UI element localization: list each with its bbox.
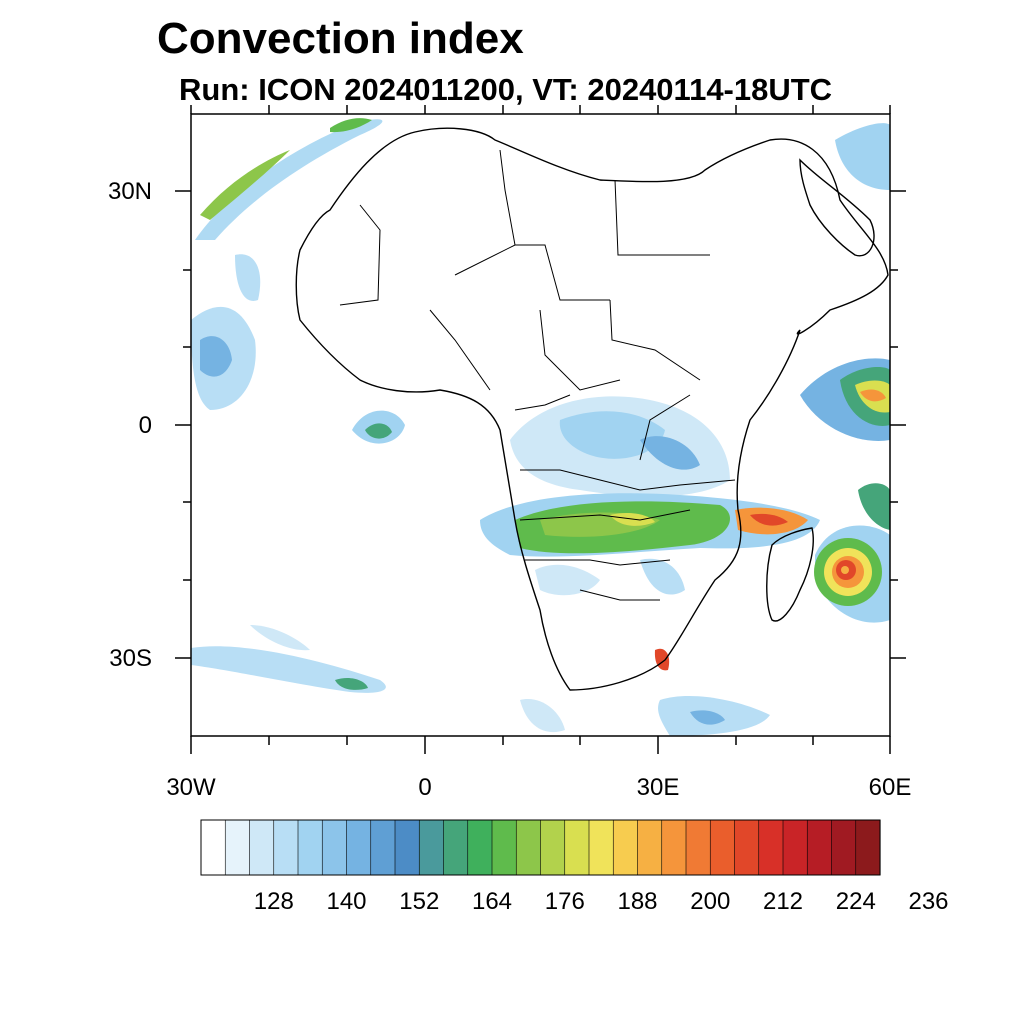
colorbar-swatch [782,819,808,876]
colorbar-swatch [418,819,445,876]
colorbar-tick-label: 224 [835,888,876,915]
lon-label-30e: 30E [636,774,680,801]
colorbar-swatch [443,819,469,876]
colorbar-tick-label: 176 [544,888,585,915]
colorbar-swatch [491,819,517,876]
lon-label-0: 0 [418,774,432,801]
colorbar-swatch [637,819,663,876]
colorbar-tick-label: 236 [908,888,949,915]
colorbar-swatch [249,819,275,876]
colorbar-tick-label: 188 [617,888,658,915]
colorbar-swatch [588,819,614,876]
lon-label-30w: 30W [166,774,216,801]
lat-label-30n: 30N [107,178,152,205]
axis-ticks [175,105,906,754]
coastlines [295,127,889,691]
colorbar-tick-label: 200 [690,888,731,915]
colorbar-tick-label: 164 [471,888,513,915]
colorbar-swatch [346,819,372,876]
colorbar-swatch [806,819,833,876]
colorbar-swatch [564,819,590,876]
convection-field [191,118,890,736]
colorbar-swatch [758,819,784,876]
colorbar-swatch [540,819,566,876]
colorbar-swatch [855,819,881,876]
colorbar-tick-label: 140 [326,888,367,915]
colorbar-swatch [467,819,493,876]
colorbar-swatch [709,819,736,876]
colorbar-tick-label: 128 [253,888,294,915]
map-subtitle: Run: ICON 2024011200, VT: 20240114-18UTC [179,72,833,107]
colorbar-swatch [734,819,760,876]
colorbar-swatch [612,819,639,876]
colorbar [200,819,881,876]
lat-label-0: 0 [138,412,152,439]
colorbar-swatch [273,819,299,876]
map-title: Convection index [157,14,524,63]
colorbar-swatch [224,819,251,876]
colorbar-swatch [515,819,542,876]
lon-label-60e: 60E [868,774,912,801]
colorbar-swatch [321,819,348,876]
colorbar-swatch [297,819,323,876]
colorbar-tick-label: 152 [399,888,440,915]
colorbar-swatch [394,819,420,876]
colorbar-swatch [661,819,687,876]
lat-label-30s: 30S [109,645,152,672]
country-borders [339,149,736,601]
colorbar-swatch [831,819,857,876]
colorbar-swatch [370,819,396,876]
colorbar-tick-label: 212 [762,888,804,915]
colorbar-swatch [200,819,226,876]
colorbar-swatch [685,819,711,876]
colorbar-outline [200,819,881,876]
